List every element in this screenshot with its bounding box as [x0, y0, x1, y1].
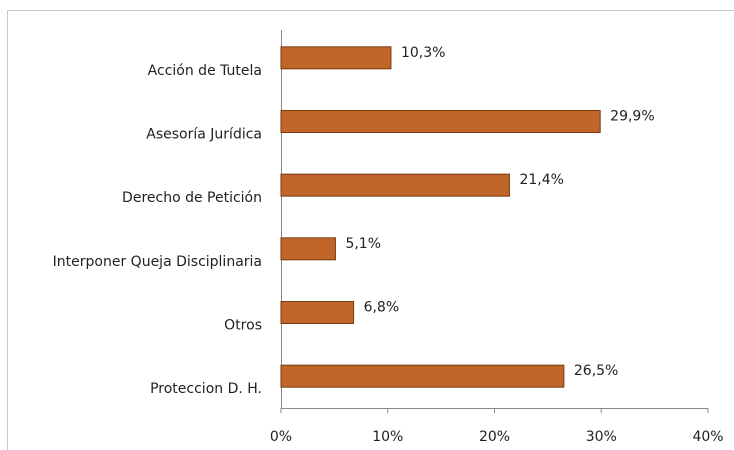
value-label: 29,9%: [610, 109, 654, 125]
x-tick-label: 10%: [372, 429, 403, 445]
value-label: 21,4%: [519, 172, 563, 188]
y-tick-label: Acción de Tutela: [148, 63, 262, 79]
y-tick-label: Otros: [224, 318, 262, 334]
value-label: 5,1%: [345, 236, 381, 252]
y-tick-label: Derecho de Petición: [122, 190, 262, 206]
bar: [280, 110, 601, 133]
bar: [280, 173, 510, 197]
x-tick-label: 0%: [270, 429, 292, 445]
x-tick-label: 30%: [586, 429, 617, 445]
chart-border: [7, 10, 734, 450]
x-tick-label: 40%: [692, 429, 723, 445]
value-label: 26,5%: [574, 363, 618, 379]
bar: [280, 301, 355, 324]
value-label: 10,3%: [401, 45, 445, 61]
value-label: 6,8%: [364, 300, 400, 316]
bar: [280, 237, 336, 261]
bar: [280, 46, 392, 70]
x-tick-label: 20%: [479, 429, 510, 445]
y-tick-label: Interponer Queja Disciplinaria: [53, 254, 262, 270]
y-tick-label: Proteccion D. H.: [150, 381, 262, 397]
y-tick-label: Asesoría Jurídica: [146, 127, 262, 143]
bar: [280, 364, 565, 388]
